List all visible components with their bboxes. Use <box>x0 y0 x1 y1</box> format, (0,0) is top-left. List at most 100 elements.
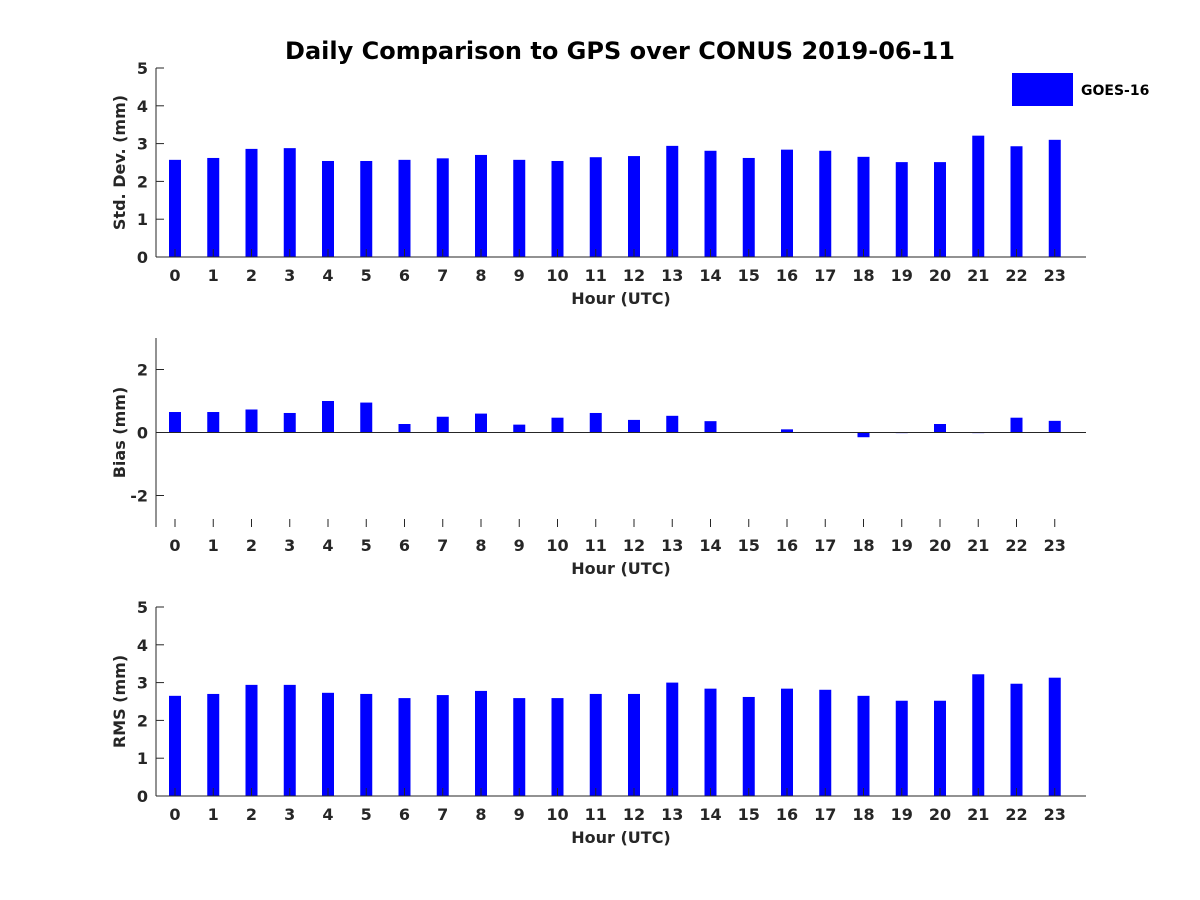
xtick-label-rms-19: 19 <box>891 805 913 824</box>
bar-bias-4 <box>322 401 334 433</box>
bar-rms-15 <box>742 696 755 796</box>
xtick-label-std-6: 6 <box>399 266 410 285</box>
bar-bias-3 <box>283 412 296 433</box>
bar-rms-22 <box>1010 683 1023 796</box>
bar-bias-0 <box>169 412 181 433</box>
bar-bias-8 <box>475 413 487 433</box>
xtick-label-rms-5: 5 <box>361 805 372 824</box>
bar-std-7 <box>436 158 449 257</box>
bar-std-1 <box>207 157 220 257</box>
xtick-label-std-22: 22 <box>1005 266 1027 285</box>
bar-bias-14 <box>704 421 717 433</box>
xtick-label-std-21: 21 <box>967 266 989 285</box>
bar-rms-11 <box>589 693 602 796</box>
bar-bias-9 <box>513 424 526 433</box>
legend-swatch <box>1012 73 1073 106</box>
xtick-label-bias-15: 15 <box>738 536 760 555</box>
bar-std-0 <box>169 159 181 257</box>
xtick-label-bias-10: 10 <box>546 536 568 555</box>
bar-rms-3 <box>283 684 296 796</box>
xtick-label-bias-19: 19 <box>891 536 913 555</box>
xtick-label-bias-9: 9 <box>514 536 525 555</box>
bar-std-5 <box>360 160 373 257</box>
xtick-label-rms-2: 2 <box>246 805 257 824</box>
bar-rms-9 <box>513 698 526 796</box>
ytick-label-std-3: 3 <box>137 135 148 154</box>
xtick-label-rms-3: 3 <box>284 805 295 824</box>
bar-rms-1 <box>207 693 220 796</box>
bar-rms-18 <box>857 695 870 796</box>
bar-std-15 <box>742 157 755 257</box>
chart-title: Daily Comparison to GPS over CONUS 2019-… <box>285 37 955 65</box>
xtick-label-std-4: 4 <box>322 266 333 285</box>
x-axis-label-bias: Hour (UTC) <box>571 559 671 578</box>
xtick-label-bias-0: 0 <box>169 536 180 555</box>
xtick-label-std-8: 8 <box>475 266 486 285</box>
ytick-label-rms-2: 2 <box>137 711 148 730</box>
xtick-label-bias-12: 12 <box>623 536 645 555</box>
xtick-label-std-13: 13 <box>661 266 683 285</box>
ytick-label-rms-1: 1 <box>137 749 148 768</box>
xtick-label-rms-18: 18 <box>852 805 874 824</box>
ytick-label-bias--2: -2 <box>130 487 148 506</box>
bar-rms-21 <box>972 674 985 796</box>
xtick-label-bias-16: 16 <box>776 536 798 555</box>
bar-std-19 <box>895 162 908 257</box>
xtick-label-std-10: 10 <box>546 266 568 285</box>
xtick-label-std-5: 5 <box>361 266 372 285</box>
bar-std-6 <box>398 159 411 257</box>
xtick-label-std-18: 18 <box>852 266 874 285</box>
bar-std-12 <box>628 156 640 257</box>
bar-std-9 <box>513 159 526 257</box>
y-axis-label-std: Std. Dev. (mm) <box>110 95 129 230</box>
bar-std-23 <box>1048 139 1061 257</box>
ytick-label-std-4: 4 <box>137 97 148 116</box>
bar-std-18 <box>857 156 870 257</box>
xtick-label-rms-16: 16 <box>776 805 798 824</box>
xtick-label-rms-0: 0 <box>169 805 180 824</box>
bar-std-8 <box>475 154 487 257</box>
bar-bias-20 <box>934 424 946 433</box>
xtick-label-rms-11: 11 <box>585 805 607 824</box>
ytick-label-rms-0: 0 <box>137 787 148 806</box>
bar-bias-12 <box>628 419 640 433</box>
ytick-label-bias-2: 2 <box>137 361 148 380</box>
xtick-label-rms-15: 15 <box>738 805 760 824</box>
bar-rms-12 <box>628 693 640 796</box>
bar-bias-18 <box>857 432 870 438</box>
bar-std-21 <box>972 135 985 257</box>
bar-rms-16 <box>781 688 793 796</box>
xtick-label-bias-3: 3 <box>284 536 295 555</box>
bar-bias-7 <box>436 416 449 433</box>
bar-rms-4 <box>322 692 334 796</box>
legend: GOES-16 <box>1012 73 1149 106</box>
xtick-label-rms-7: 7 <box>437 805 448 824</box>
bar-rms-13 <box>666 682 679 796</box>
x-axis-label-rms: Hour (UTC) <box>571 828 671 847</box>
xtick-label-rms-23: 23 <box>1044 805 1066 824</box>
xtick-label-std-11: 11 <box>585 266 607 285</box>
bar-std-11 <box>589 157 602 257</box>
xtick-label-std-2: 2 <box>246 266 257 285</box>
bar-bias-5 <box>360 402 373 433</box>
xtick-label-std-20: 20 <box>929 266 951 285</box>
legend-label: GOES-16 <box>1081 83 1149 99</box>
xtick-label-bias-13: 13 <box>661 536 683 555</box>
xtick-label-std-3: 3 <box>284 266 295 285</box>
bar-rms-20 <box>934 700 946 796</box>
ytick-label-bias-0: 0 <box>137 424 148 443</box>
y-axis-label-bias: Bias (mm) <box>110 387 129 479</box>
xtick-label-std-12: 12 <box>623 266 645 285</box>
ytick-label-std-5: 5 <box>137 59 148 78</box>
xtick-label-rms-8: 8 <box>475 805 486 824</box>
bar-bias-10 <box>551 417 564 433</box>
xtick-label-rms-10: 10 <box>546 805 568 824</box>
xtick-label-rms-1: 1 <box>208 805 219 824</box>
bar-rms-8 <box>475 690 487 796</box>
bar-rms-7 <box>436 695 449 796</box>
bar-bias-2 <box>245 409 258 433</box>
bar-std-2 <box>245 148 258 257</box>
